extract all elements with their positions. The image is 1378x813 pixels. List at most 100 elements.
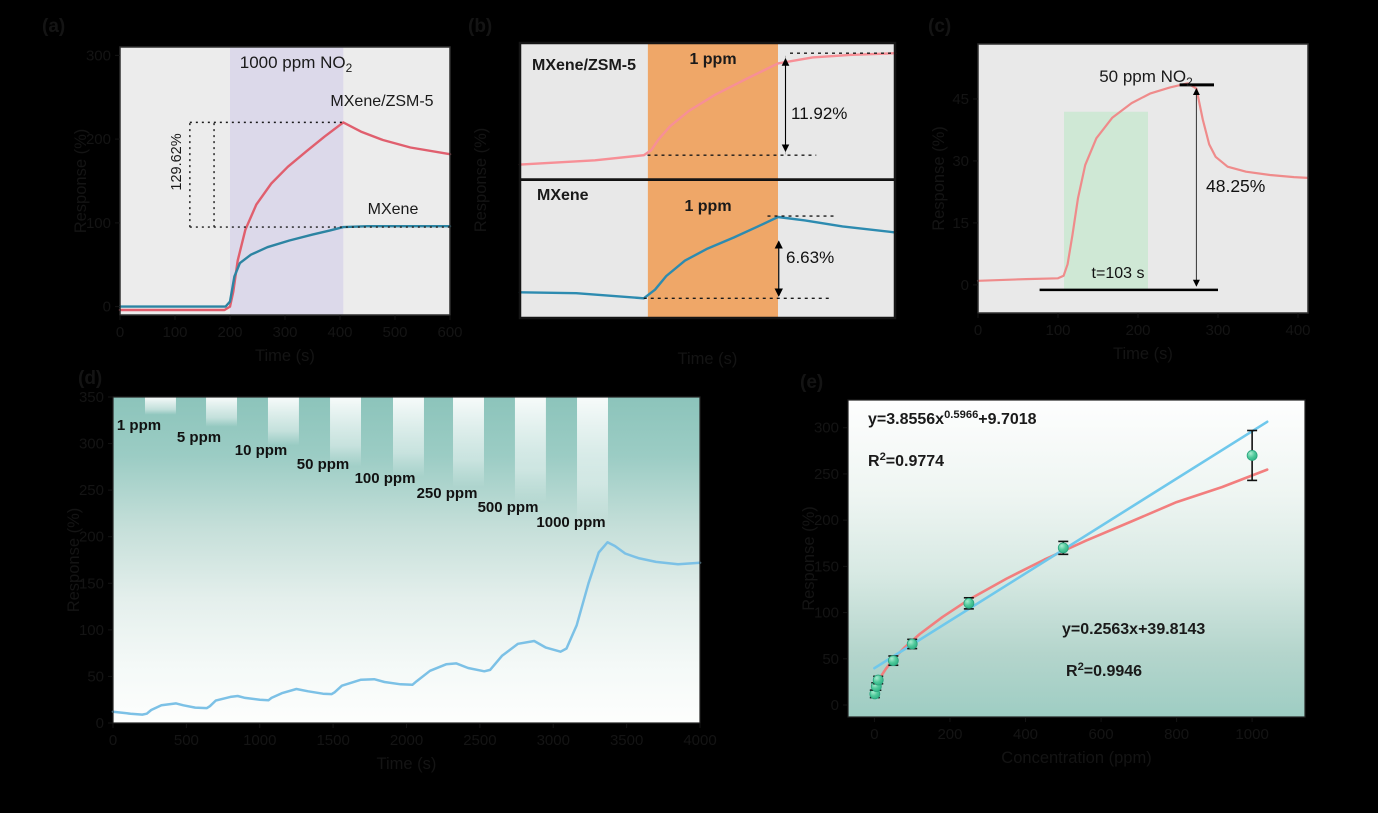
x-axis-label: Time (s)	[377, 755, 437, 773]
y-tick-label: 250	[79, 482, 104, 499]
plot-frame	[847, 399, 1306, 718]
panel-a-chart: 0 100 200 300 400 500 600 0 100 200 300 Time (s) Res…	[72, 46, 463, 365]
x-tick-label: 300	[1205, 322, 1230, 339]
recovery-stripe	[453, 397, 484, 488]
gas-exposure-band	[647, 181, 778, 318]
x-tick-label: 200	[937, 726, 962, 743]
x-axis-label: Time (s)	[1113, 345, 1173, 363]
conc-label-100ppm: 100 ppm	[355, 470, 416, 487]
curve-mxene-zsm-5-50ppm	[976, 82, 1309, 282]
linear-fit-equation: y=0.2563x+39.8143	[1062, 621, 1205, 638]
x-tick-label: 0	[109, 732, 117, 749]
x-tick-label: 200	[217, 324, 242, 341]
x-tick-label: 100	[1045, 322, 1070, 339]
y-tick-label: 100	[814, 605, 839, 622]
panel-c-chart: 0 100 200 300 400 0 15 30 45 Time (s) Response (%)…	[930, 43, 1311, 363]
panel-letter-b: (b)	[468, 16, 492, 37]
data-point	[963, 597, 975, 609]
panel-letter-a: (a)	[42, 16, 65, 37]
data-point	[1246, 450, 1258, 461]
power-fit-equation: y=3.8556x0.5966+9.7018	[868, 409, 1037, 428]
curve-mxene-zsm-5-dynamic-response	[111, 541, 702, 716]
response-time-label: t=103 s	[1092, 265, 1145, 282]
response-value-c: 48.25%	[1206, 176, 1265, 196]
y-axis-label: Response (%)	[930, 126, 948, 231]
panel-letter-e: (e)	[800, 372, 823, 393]
y-tick-label: 300	[86, 47, 111, 64]
curve-linear-fit	[873, 420, 1269, 670]
y-tick-label: 350	[79, 389, 104, 406]
x-tick-label: 0	[116, 324, 124, 341]
series-label-mxene-zsm5: MXene/ZSM-5	[330, 93, 433, 110]
y-tick-label: 100	[79, 622, 104, 639]
panel-letter-d: (d)	[78, 368, 102, 389]
response-value-top: 11.92%	[791, 104, 847, 123]
x-tick-label: 300	[272, 324, 297, 341]
data-point	[872, 674, 884, 686]
x-tick-label: 200	[1125, 322, 1150, 339]
conc-label-1000ppm: 1000 ppm	[536, 514, 605, 531]
y-tick-label: 150	[79, 575, 104, 592]
plot-frame	[977, 43, 1309, 314]
x-tick-label: 3000	[537, 732, 570, 749]
curve-mxene-zsm-5	[518, 52, 897, 166]
response-delta-label: 129.62%	[169, 133, 185, 190]
recovery-stripe	[144, 397, 176, 415]
panel-b2-chart: Time (s) MXene 1 ppm 6.63%	[518, 181, 897, 368]
panel-letter-c: (c)	[928, 16, 951, 37]
gas-pulse-label-c: 50 ppm NO2	[1099, 67, 1193, 89]
x-tick-label: 1000	[243, 732, 276, 749]
x-tick-label: 0	[974, 322, 982, 339]
power-fit-r2: R2=0.9774	[868, 451, 944, 470]
recovery-stripe	[392, 397, 424, 478]
x-tick-label: 4000	[683, 732, 716, 749]
y-axis-label: Response (%)	[72, 129, 90, 234]
conc-label-10ppm: 10 ppm	[235, 442, 288, 459]
y-axis-label: Response (%)	[472, 128, 490, 233]
conc-label-1ppm: 1 ppm	[117, 417, 161, 434]
data-point	[1057, 542, 1069, 554]
recovery-stripe	[514, 397, 546, 503]
x-tick-label: 2500	[463, 732, 496, 749]
conc-label-50ppm: 50 ppm	[297, 456, 350, 473]
x-tick-label: 100	[162, 324, 187, 341]
y-tick-label: 30	[952, 153, 969, 170]
recovery-stripe	[267, 397, 299, 446]
recovery-stripe	[330, 397, 362, 467]
y-axis-label: Response (%)	[65, 508, 83, 613]
x-tick-label: 400	[327, 324, 352, 341]
recovery-stripe	[577, 397, 608, 522]
panel-e-chart: 0 200 400 600 800 1000 0 50 100 150 200 250 300 Conce…	[800, 399, 1306, 767]
x-tick-label: 0	[870, 726, 878, 743]
data-point	[906, 638, 918, 650]
curve-mxene	[118, 224, 452, 308]
x-tick-label: 400	[1285, 322, 1310, 339]
gas-exposure-band	[230, 47, 344, 315]
conc-label-250ppm: 250 ppm	[417, 485, 478, 502]
conc-label-500ppm: 500 ppm	[478, 499, 539, 516]
x-tick-label: 600	[437, 324, 462, 341]
linear-fit-r2: R2=0.9946	[1066, 661, 1142, 680]
plot-background	[848, 400, 1305, 717]
sample-label-mxene: MXene	[537, 187, 589, 204]
y-tick-label: 0	[831, 697, 839, 714]
x-tick-label: 800	[1164, 726, 1189, 743]
y-tick-label: 100	[86, 215, 111, 232]
x-axis-label: Time (s)	[678, 350, 738, 368]
x-tick-label: 2000	[390, 732, 423, 749]
panel-b1-chart: Response (%) MXene/ZSM-5 1 ppm 11.92%	[472, 43, 897, 233]
y-tick-label: 150	[814, 558, 839, 575]
x-tick-label: 1000	[1235, 726, 1268, 743]
x-tick-label: 1500	[316, 732, 349, 749]
panel-d-chart: 0 500 1000 1500 2000 2500 3000 3500 4000 0 50 100 15…	[65, 389, 717, 773]
y-tick-label: 15	[952, 215, 969, 232]
y-tick-label: 300	[79, 436, 104, 453]
y-tick-label: 0	[103, 299, 111, 316]
y-tick-label: 300	[814, 420, 839, 437]
pulse-label-1ppm-top: 1 ppm	[689, 51, 736, 68]
x-axis-label: Time (s)	[255, 347, 315, 365]
x-axis-label: Concentration (ppm)	[1001, 749, 1151, 767]
response-value-bottom: 6.63%	[786, 248, 834, 267]
conc-label-5ppm: 5 ppm	[177, 429, 221, 446]
